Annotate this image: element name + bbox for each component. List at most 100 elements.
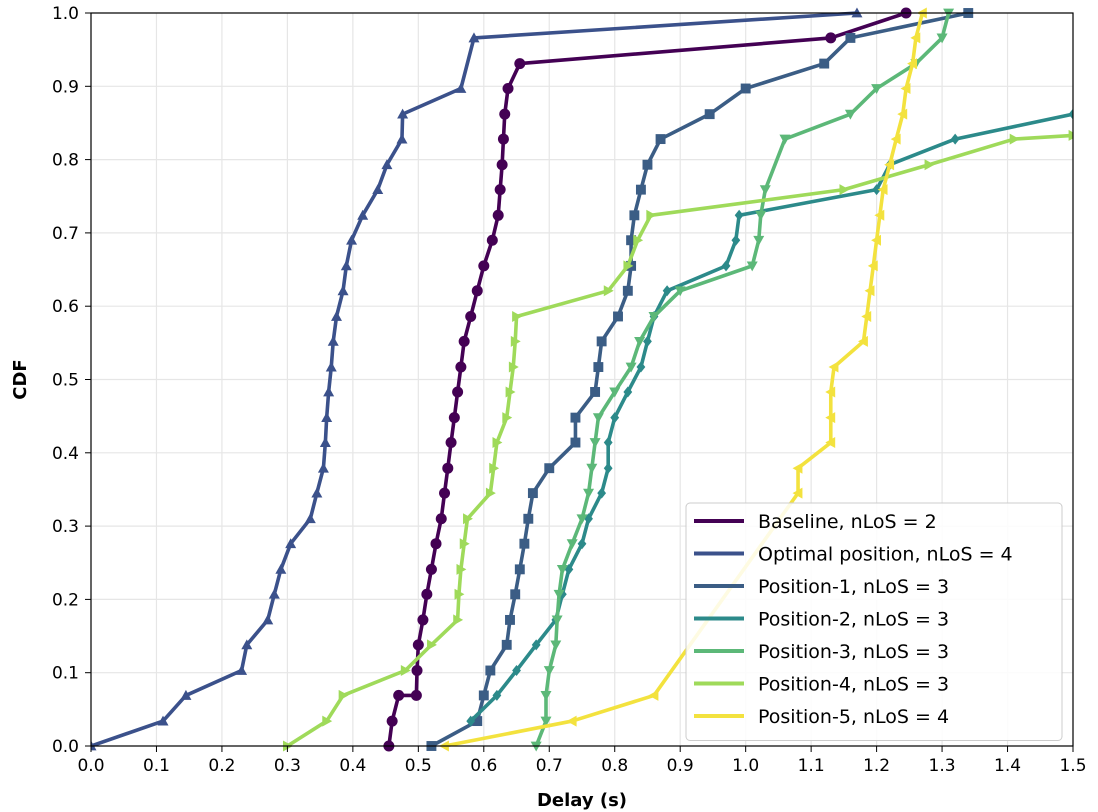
data-point	[570, 437, 581, 448]
series-layer	[91, 7, 1073, 752]
legend-label: Position-3, nLoS = 3	[758, 641, 949, 663]
data-point	[610, 412, 620, 424]
data-point	[319, 437, 331, 447]
data-point	[514, 564, 525, 575]
data-point	[586, 463, 598, 474]
data-point	[543, 666, 555, 677]
data-point	[635, 184, 646, 195]
data-point	[435, 513, 447, 525]
data-point	[871, 84, 883, 94]
data-point	[662, 285, 672, 297]
x-tick-label: 0.4	[339, 756, 366, 776]
x-tick-label: 1.5	[1059, 756, 1086, 776]
data-point	[492, 209, 504, 221]
data-point	[180, 689, 192, 700]
data-point	[556, 564, 568, 575]
x-tick-label: 1.2	[863, 756, 890, 776]
data-point	[452, 386, 464, 398]
data-point	[346, 234, 358, 245]
data-point	[527, 488, 538, 499]
data-point	[505, 386, 516, 398]
y-tick-label: 0.9	[52, 77, 79, 97]
data-point	[471, 285, 483, 297]
data-point	[596, 336, 607, 347]
legend-label: Position-4, nLoS = 3	[758, 674, 949, 696]
data-point	[453, 614, 464, 626]
data-point	[871, 234, 881, 246]
x-tick-label: 0.8	[601, 756, 628, 776]
data-point	[577, 538, 587, 550]
y-tick-label: 0.4	[52, 444, 79, 464]
data-point	[466, 715, 476, 727]
data-point	[844, 109, 856, 120]
y-tick-label: 0.8	[52, 151, 79, 171]
data-point	[704, 109, 715, 120]
data-point	[357, 209, 369, 220]
data-point	[828, 361, 839, 373]
data-point	[910, 32, 921, 44]
y-axis-label: CDF	[10, 359, 31, 399]
data-point	[512, 310, 523, 322]
data-point	[867, 260, 878, 272]
data-point	[753, 235, 765, 246]
data-point	[448, 412, 460, 424]
axis-ticks: 0.0 0.1 0.2 0.3 0.4 0.5 0.6 0.7 0.8 0.9 1.0 1.1 1.2 1…	[52, 4, 1087, 776]
data-point	[839, 184, 850, 196]
data-point	[936, 33, 948, 44]
x-tick-label: 0.3	[274, 756, 301, 776]
data-point	[386, 715, 398, 727]
data-point	[442, 462, 454, 474]
data-point	[825, 437, 836, 449]
data-point	[603, 462, 613, 474]
legend-box	[685, 502, 1063, 741]
data-point	[825, 412, 836, 424]
data-point	[553, 589, 565, 600]
data-point	[779, 134, 791, 145]
data-point	[592, 413, 604, 424]
data-point	[623, 260, 634, 272]
x-axis-label: Delay (s)	[537, 790, 627, 811]
data-point	[740, 83, 751, 94]
data-point	[262, 614, 274, 625]
data-point	[825, 386, 836, 398]
legend-label: Position-5, nLoS = 4	[758, 706, 949, 728]
data-point	[551, 615, 563, 626]
data-point	[550, 640, 562, 651]
data-point	[609, 387, 621, 398]
data-point	[759, 185, 771, 196]
data-point	[613, 311, 623, 322]
data-point	[792, 462, 803, 474]
data-point	[643, 335, 652, 347]
data-point	[633, 234, 644, 246]
data-point	[268, 588, 280, 599]
x-tick-label: 1.0	[732, 756, 759, 776]
x-tick-label: 1.1	[798, 756, 825, 776]
data-point	[622, 285, 633, 296]
data-point	[321, 412, 333, 423]
data-point	[648, 312, 660, 322]
data-point	[456, 563, 467, 575]
data-point	[872, 184, 881, 196]
data-point	[576, 514, 588, 525]
data-point	[317, 462, 329, 473]
data-point	[519, 538, 530, 549]
data-point	[884, 159, 895, 171]
data-point	[626, 235, 637, 246]
data-point	[499, 108, 511, 120]
data-point	[907, 58, 918, 70]
data-point	[1009, 133, 1020, 145]
data-point	[864, 285, 875, 297]
x-tick-label: 0.9	[667, 756, 694, 776]
data-point	[381, 159, 393, 170]
data-point	[275, 563, 287, 574]
data-point	[583, 488, 595, 499]
data-point	[411, 665, 423, 677]
data-point	[540, 716, 552, 727]
data-point	[393, 689, 405, 701]
y-tick-label: 0.1	[52, 664, 79, 684]
data-point	[514, 58, 526, 70]
data-point	[439, 487, 451, 499]
data-point	[372, 184, 384, 195]
data-point	[340, 260, 352, 271]
